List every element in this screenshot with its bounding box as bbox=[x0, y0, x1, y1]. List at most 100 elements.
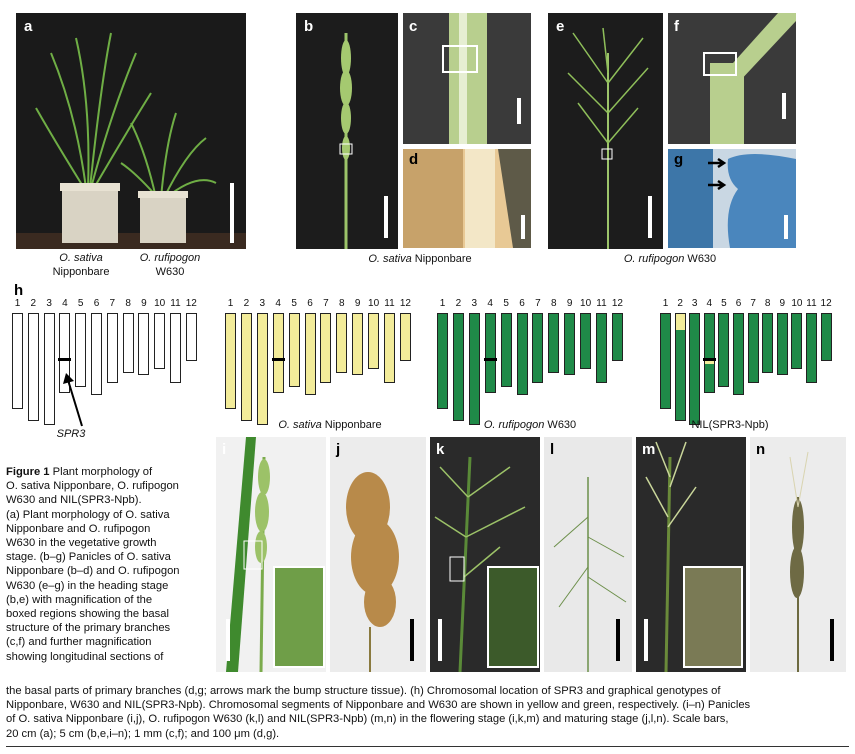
set-label-nil: NIL(SPR3-Npb) bbox=[691, 419, 769, 431]
caption-line: showing longitudinal sections of bbox=[6, 650, 164, 663]
plant-illustration bbox=[16, 32, 246, 249]
panel-a-photo: a bbox=[16, 13, 246, 249]
chromosome-number: 12 bbox=[399, 298, 411, 309]
chromosome-number: 12 bbox=[185, 298, 197, 309]
panel-n-photo: n bbox=[750, 437, 846, 672]
panel-label-i: i bbox=[222, 441, 227, 458]
caption-line: (c,f) and further magnification bbox=[6, 636, 152, 649]
chromosome-bar bbox=[718, 313, 730, 387]
chromosome-bar bbox=[43, 313, 55, 425]
chromosome-bar bbox=[185, 313, 197, 361]
chromosome-number: 4 bbox=[487, 298, 493, 309]
panel-l-photo: l bbox=[544, 437, 632, 672]
chromosome-number: 7 bbox=[323, 298, 329, 309]
chromosome-number: 3 bbox=[471, 298, 478, 309]
chromosome-bar bbox=[516, 313, 528, 395]
chromosome-bar bbox=[368, 313, 380, 369]
chromosome-number: 5 bbox=[721, 298, 727, 309]
panel-j-photo: j bbox=[330, 437, 426, 672]
panel-label-k: k bbox=[436, 441, 445, 458]
chromosome-bar bbox=[596, 313, 607, 383]
chromosome-bar bbox=[564, 313, 576, 375]
chromosome-bar bbox=[59, 313, 71, 393]
caption-line: of O. sativa Nipponbare (i,j), O. rufipo… bbox=[6, 713, 729, 726]
scale-bar-f bbox=[782, 93, 786, 119]
chromosome-bar bbox=[806, 313, 817, 383]
set-strain: W630 bbox=[544, 419, 577, 431]
chromosome-bar bbox=[384, 313, 395, 383]
chromosome-bar bbox=[106, 313, 118, 383]
spr3-locus-marker bbox=[702, 357, 716, 361]
set-label-w630: O. rufipogon W630 bbox=[460, 418, 600, 432]
chromosome-bar bbox=[689, 313, 701, 425]
chromosome-number: 9 bbox=[566, 298, 573, 309]
longitudinal-section-illustration bbox=[668, 149, 796, 248]
set-label-nipponbare: O. sativa Nipponbare bbox=[260, 418, 400, 432]
chromosome-bar bbox=[611, 313, 623, 361]
caption-line: O. sativa Nipponbare, O. rufipogon bbox=[6, 480, 179, 493]
chromosome-bar bbox=[138, 313, 150, 375]
scale-bar-d bbox=[521, 215, 525, 239]
panel-g-photo: g bbox=[668, 149, 796, 248]
chromosome-bar bbox=[791, 313, 803, 369]
chromosome-bar bbox=[399, 313, 411, 361]
chromosome-bar bbox=[272, 313, 284, 393]
chromosome-number: 7 bbox=[535, 298, 541, 309]
panel-label-g: g bbox=[674, 151, 684, 168]
caption-line: Plant morphology of bbox=[52, 466, 153, 478]
longitudinal-section-illustration bbox=[403, 149, 531, 248]
scale-bar-m bbox=[644, 619, 648, 661]
caption-strain: Nipponbare bbox=[52, 266, 110, 278]
panicle-illustration bbox=[434, 456, 539, 672]
scale-bar-n bbox=[830, 619, 834, 661]
chromosome-number: 3 bbox=[691, 298, 698, 309]
chromosome-number: 11 bbox=[806, 298, 817, 309]
figure-caption: Figure 1 Plant morphology of O. sativa N… bbox=[6, 465, 206, 664]
panel-c-photo: c bbox=[403, 13, 531, 144]
panel-f-photo: f bbox=[668, 13, 796, 144]
chromosome-bar bbox=[27, 313, 39, 421]
chromosome-bar bbox=[776, 313, 788, 375]
chromosome-number: 8 bbox=[339, 298, 345, 309]
chromosome-bar bbox=[256, 313, 268, 425]
chromosome-number: 2 bbox=[30, 298, 37, 309]
panicle-illustration bbox=[226, 437, 325, 672]
caption-species: O. rufipogon bbox=[623, 253, 685, 265]
scale-bar-j bbox=[410, 619, 414, 661]
caption-line: W630 and NIL(SPR3-Npb). bbox=[6, 494, 142, 507]
chromosome-number: 10 bbox=[791, 298, 803, 309]
chromosome-number: 11 bbox=[596, 298, 607, 309]
chromosome-bar bbox=[703, 313, 715, 393]
chromosome-bar bbox=[336, 313, 348, 373]
caption-line: 20 cm (a); 5 cm (b,e,i–n); 1 mm (c,f); a… bbox=[6, 727, 280, 740]
chromosome-bar bbox=[580, 313, 592, 369]
caption-line: Nipponbare and O. rufipogon bbox=[6, 522, 151, 535]
chromosome-bar bbox=[674, 313, 686, 421]
panicle-illustration bbox=[789, 451, 809, 672]
panel-label-m: m bbox=[642, 441, 656, 458]
arrow-icon bbox=[63, 373, 83, 427]
panel-label-c: c bbox=[409, 18, 418, 35]
chromosome-bar bbox=[154, 313, 166, 369]
chromosome-bar bbox=[468, 313, 480, 425]
chromosome-number: 9 bbox=[141, 298, 147, 309]
chromosome-number: 7 bbox=[750, 298, 756, 309]
chromosome-number: 6 bbox=[735, 298, 742, 309]
eg-caption: O. rufipogon W630 bbox=[590, 252, 750, 266]
chromosome-number: 3 bbox=[46, 298, 52, 309]
chromosome-number: 1 bbox=[227, 298, 234, 309]
chromosome-bar bbox=[532, 313, 544, 383]
chromosome-number: 5 bbox=[291, 298, 297, 309]
caption-line: W630 (e–g) in the heading stage bbox=[6, 579, 169, 592]
chromosome-number: 12 bbox=[611, 298, 623, 309]
chromosome-number: 4 bbox=[706, 298, 713, 309]
caption-strain: Nipponbare bbox=[411, 253, 472, 265]
caption-line: boxed regions showing the basal bbox=[6, 608, 169, 621]
panicle-illustration bbox=[339, 33, 353, 249]
figure-title: Figure 1 bbox=[6, 466, 50, 478]
chromosome-bar bbox=[452, 313, 464, 421]
chromosome-number: 1 bbox=[439, 298, 446, 309]
chromosome-number: 1 bbox=[662, 298, 669, 309]
chromosome-bar bbox=[75, 313, 87, 387]
chromosome-number: 9 bbox=[779, 298, 786, 309]
